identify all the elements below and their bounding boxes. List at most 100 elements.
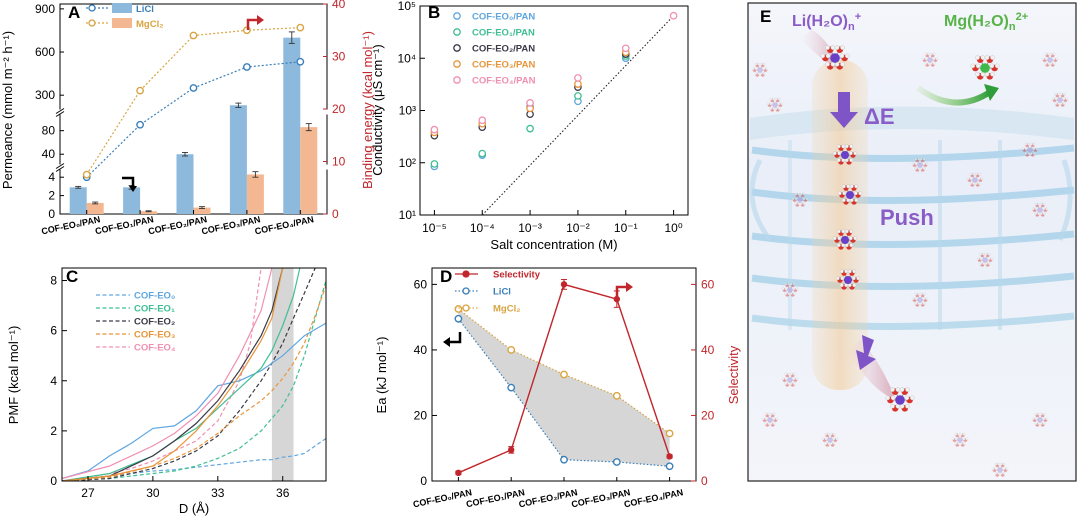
bar [300,127,318,214]
legend-label: COF-EO₂/PAN [472,44,535,55]
y-axis-label: Ea (kJ mol⁻¹) [374,337,389,414]
panel-d-label: D [440,267,452,286]
y-tick-label: 900 [35,2,55,16]
series-line [458,308,670,434]
y-tick-label: 10⁵ [398,0,416,13]
water-cluster [832,144,858,165]
decrease-arrow-icon [122,176,135,186]
panel-e-label: E [760,7,771,26]
legend-label: COF-EO₁/PAN [472,28,535,39]
data-point [136,120,145,129]
water-cluster [781,372,799,387]
panel-c-axes: 27 30 33 36 0 2 4 6 8 COF-EO₀ COF-EO₁ COF-EO₂ COF-EO… [6,267,327,516]
bar [229,105,247,214]
axis-break-mark [55,111,65,117]
data-point [574,80,582,88]
panel-c: C 27 30 33 36 0 2 4 6 8 COF-EO₀ COF-EO₁ COF-EO₂ COF-… [6,267,327,516]
series-line [62,322,326,480]
y-tick-label: 10³ [399,104,416,118]
x-tick-label: COF-EO₃/PAN [570,487,631,509]
legend-label: LiCl [493,287,511,298]
increase-arrow-icon [246,18,258,30]
y-tick-label: 40 [414,343,428,357]
water-cluster [911,292,929,307]
legend-label: COF-EO₄/PAN [472,76,536,87]
data-point [574,74,582,82]
series-line [62,268,316,481]
bar [123,187,141,214]
x-tick-label: 10⁻³ [518,221,542,235]
water-cluster [966,172,984,187]
series-line [86,61,301,178]
legend-label: COF-EO₃ [134,330,175,341]
y-axis-label: Permeance (mmol m⁻² h⁻¹) [0,31,15,189]
y2-tick-label: 0 [332,207,339,221]
x-tick-label: COF-EO₃/PAN [201,214,262,236]
legend-mgcl2: MgCl₂ [136,19,163,30]
series-line [62,285,326,481]
x-axis-label: D (Å) [179,501,209,516]
data-point [478,149,487,158]
y-tick-label: 60 [414,277,428,291]
legend-label: Selectivity [493,270,541,281]
water-cluster [1051,92,1069,107]
data-point [612,458,621,466]
water-cluster [951,432,969,447]
axis-break-mark [55,163,65,169]
water-cluster [766,97,784,112]
data-point [560,281,568,288]
x-tick-label: COF-EO₂/PAN [147,214,208,236]
reference-point [669,11,678,20]
x-tick-label: COF-EO₀/PAN [412,487,473,509]
x-tick-label: COF-EO₁/PAN [94,214,154,236]
y2-tick-label: 20 [332,102,346,116]
legend-label: MgCl₂ [493,304,520,315]
water-cluster [751,62,769,77]
bar [193,207,211,214]
y-tick-label: 10² [399,156,416,170]
data-point [430,125,439,134]
legend-label: COF-EO₀ [134,291,175,302]
y-tick-label: 600 [35,45,55,59]
mg-ion-label: Mg(H₂O)n2+ [944,11,1028,33]
y2-tick-label: 10 [332,155,346,169]
y-tick-label: 0 [48,207,55,221]
green-curved-arrow-icon [916,85,992,106]
legend-marker [453,60,461,68]
bar [176,154,194,214]
push-label: Push [880,205,934,230]
data-point [430,160,439,168]
water-cluster [991,462,1009,477]
data-point [82,170,91,179]
x-tick-label: 30 [146,486,160,500]
legend-marker [462,270,470,278]
ion-channel [812,60,868,390]
y-tick-label: 2 [50,424,57,438]
delta-e-label: ΔE [864,104,895,129]
axes-frame [61,267,327,482]
data-point [613,295,620,303]
bar [283,37,301,215]
y2-tick-label: 30 [332,50,346,64]
data-point [136,86,145,95]
x-tick-label: COF-EO₂/PAN [518,487,579,509]
y2-axis-label: Binding energy (kcal mol⁻¹) [360,31,375,189]
y-tick-label: 0 [420,474,427,488]
legend-marker [453,44,461,52]
y-tick-label: 10¹ [399,208,416,222]
panel-b-axes: 10⁻⁵ 10⁻⁴ 10⁻³ 10⁻² 10⁻¹ 10⁰ 10¹ 10² 10³ 10⁴ 10⁵ CO… [370,0,689,252]
data-point [455,469,462,477]
data-point [296,23,305,32]
water-cluster [821,432,839,447]
data-point [526,124,534,133]
water-cluster [1031,202,1049,217]
x-tick-label: 10⁻² [566,221,590,235]
legend-marker [462,287,470,295]
y-tick-label: 4 [48,170,55,184]
legend-label: COF-EO₁ [134,304,175,315]
x-tick-label: COF-EO₁/PAN [465,487,525,509]
highlight-band [271,268,294,481]
y2-tick-label: 40 [701,343,715,357]
panel-b-label: B [428,3,440,22]
